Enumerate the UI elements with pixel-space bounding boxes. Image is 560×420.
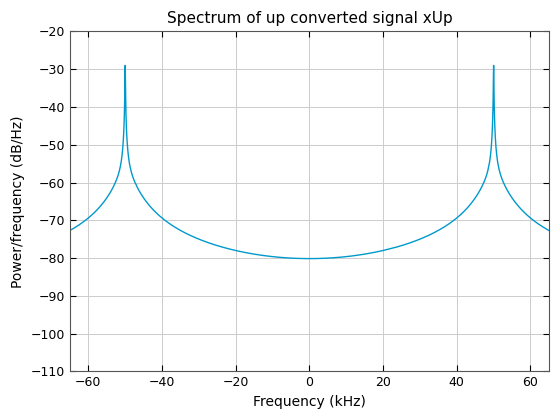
X-axis label: Frequency (kHz): Frequency (kHz)	[253, 395, 366, 409]
Y-axis label: Power/frequency (dB/Hz): Power/frequency (dB/Hz)	[11, 115, 25, 288]
Title: Spectrum of up converted signal xUp: Spectrum of up converted signal xUp	[166, 11, 452, 26]
